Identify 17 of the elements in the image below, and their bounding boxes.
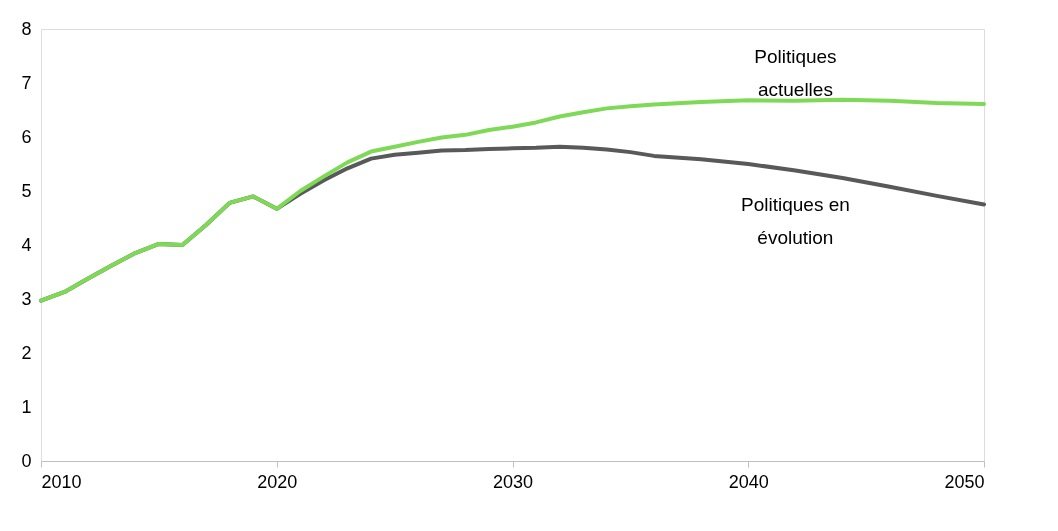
y-tick-label: 1 [21, 396, 32, 417]
y-tick-label: 7 [21, 72, 32, 93]
x-tick-label: 2020 [257, 471, 298, 492]
y-tick-label: 6 [21, 126, 32, 147]
x-tick-label: 2030 [492, 471, 534, 492]
y-tick-label: 4 [21, 234, 32, 255]
line-series [39, 97, 986, 303]
y-tick-label: 2 [21, 342, 32, 363]
series-label: Politiques actuelles [754, 45, 837, 100]
x-tick-label: 2010 [41, 471, 82, 492]
x-tick-label: 2050 [944, 471, 985, 492]
y-tick-label: 8 [21, 18, 32, 39]
x-tick-label: 2040 [728, 471, 769, 492]
series-label: Politiques en évolution [741, 194, 850, 249]
y-tick-label: 3 [21, 288, 32, 309]
y-tick-label: 5 [21, 180, 32, 201]
y-tick-label: 0 [21, 450, 32, 471]
